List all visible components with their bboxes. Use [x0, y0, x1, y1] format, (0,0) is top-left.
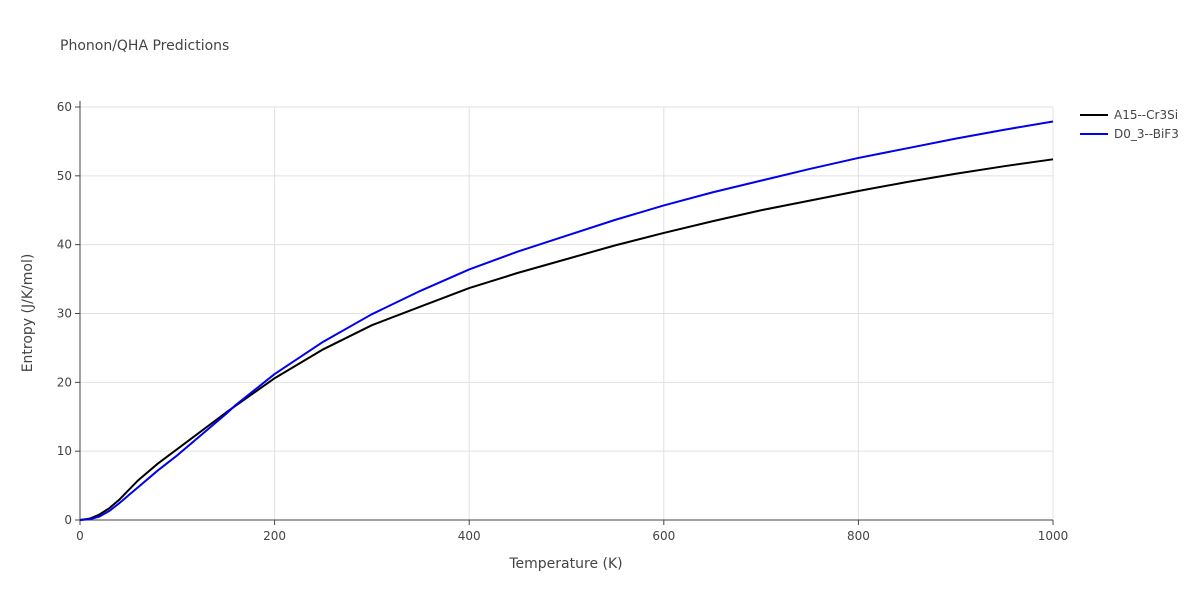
line-series — [79, 120, 1054, 521]
x-tick-label: 1000 — [1038, 529, 1069, 543]
y-tick-label: 50 — [57, 169, 72, 183]
y-tick-label: 30 — [57, 307, 72, 321]
x-axis-label: Temperature (K) — [508, 556, 622, 572]
legend-label: A15--Cr3Si — [1114, 108, 1178, 122]
x-tick-label: 400 — [458, 529, 481, 543]
x-tick-label: 800 — [847, 529, 870, 543]
line-series — [79, 158, 1054, 521]
x-tick-label: 0 — [76, 529, 84, 543]
y-tick-label: 20 — [57, 375, 72, 389]
y-axis-label: Entropy (J/K/mol) — [20, 254, 36, 373]
y-tick-label: 40 — [57, 238, 72, 252]
x-tick-label: 600 — [652, 529, 675, 543]
y-tick-label: 0 — [64, 513, 72, 527]
legend-label: D0_3--BiF3 — [1114, 127, 1179, 141]
y-tick-label: 10 — [57, 444, 72, 458]
chart-title: Phonon/QHA Predictions — [60, 38, 229, 54]
x-tick-label: 200 — [263, 529, 286, 543]
y-tick-label: 60 — [57, 100, 72, 114]
